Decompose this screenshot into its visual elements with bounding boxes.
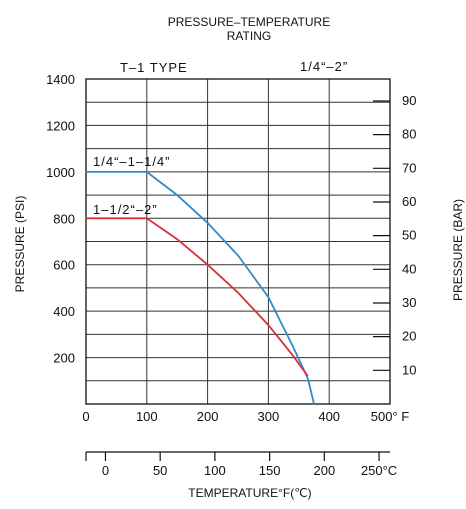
y-tick-label: 600 [53,258,75,273]
bar-tick-label: 50 [402,228,416,243]
x-tick-label: 0 [82,409,89,424]
x-axis-label: TEMPERATURE°F(℃) [188,486,311,500]
celsius-tick-label: 250°C [361,463,397,478]
chart-subtitle: RATING [227,29,271,43]
x-tick-label: 400 [318,409,340,424]
x-tick-label: 100 [136,409,158,424]
celsius-tick-label: 200 [313,463,335,478]
y-tick-label: 1000 [46,165,75,180]
bar-tick-label: 70 [402,160,416,175]
grid [85,78,391,405]
celsius-tick-label: 0 [102,463,109,478]
y-tick-label: 400 [53,304,75,319]
header-size-label: 1/4“–2” [300,59,348,74]
bar-tick-label: 60 [402,194,416,209]
bar-tick-label: 40 [402,261,416,276]
series-lines [86,171,315,405]
bar-tick-label: 80 [402,127,416,142]
bar-tick-label: 90 [402,93,416,108]
header-type-label: T–1 TYPE [120,60,188,75]
celsius-tick-label: 150 [259,463,281,478]
y-axis-right-label: PRESSURE (BAR) [451,199,465,301]
y-axis-label: PRESSURE (PSI) [13,196,27,293]
celsius-tick-label: 100 [204,463,226,478]
chart-title: PRESSURE–TEMPERATURE [168,15,330,29]
x-tick-label: 200 [197,409,219,424]
series-line-2 [86,217,309,377]
bar-tick-label: 10 [402,362,416,377]
bar-tick-label: 30 [402,295,416,310]
celsius-tick-label: 50 [153,463,167,478]
y-tick-label: 1200 [46,118,75,133]
bar-tick-label: 20 [402,329,416,344]
y-tick-label: 1400 [46,72,75,87]
y-tick-label: 800 [53,211,75,226]
x-tick-label: 500° F [371,409,410,424]
x-tick-label: 300 [258,409,280,424]
series-label-1: 1/4“–1–1/4” [93,154,171,169]
series-label-2: 1–1/2“–2” [93,202,158,217]
plot-frame [85,78,391,405]
y-tick-label: 200 [53,351,75,366]
